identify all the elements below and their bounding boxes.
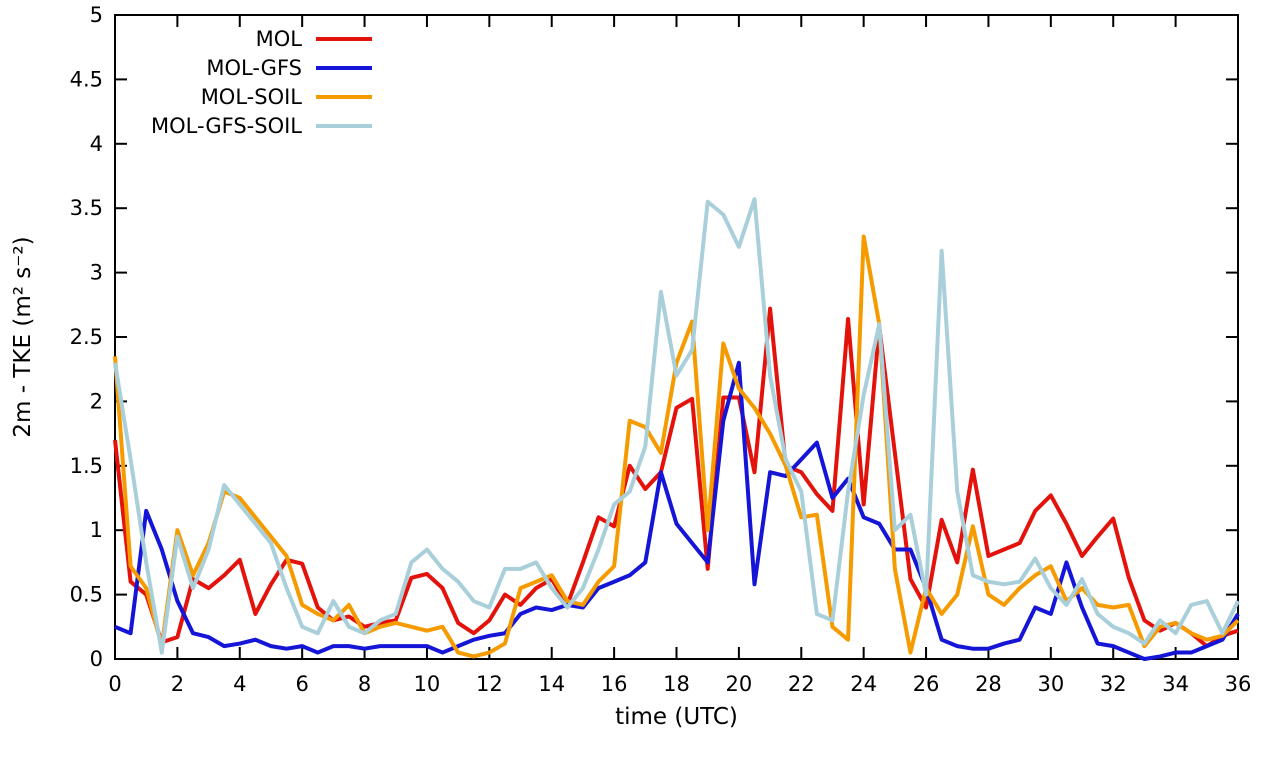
svg-text:4: 4 [90, 132, 103, 156]
legend-line-swatch-mol-soil [316, 94, 372, 99]
legend-item-mol-gfs: MOL-GFS [120, 53, 372, 82]
svg-text:6: 6 [295, 672, 308, 696]
svg-text:2: 2 [171, 672, 184, 696]
svg-text:36: 36 [1225, 672, 1252, 696]
legend-line-swatch-mol [316, 36, 372, 41]
legend-label-mol-gfs-soil: MOL-GFS-SOIL [151, 113, 302, 138]
svg-text:1.5: 1.5 [70, 454, 103, 478]
svg-text:20: 20 [726, 672, 753, 696]
legend-line-swatch-mol-gfs-soil [316, 123, 372, 128]
legend-label-mol-gfs: MOL-GFS [206, 55, 302, 80]
chart-legend: MOL MOL-GFS MOL-SOIL MOL-GFS-SOIL [120, 24, 372, 140]
svg-text:0: 0 [108, 672, 121, 696]
svg-text:time (UTC): time (UTC) [615, 704, 738, 730]
svg-text:22: 22 [788, 672, 815, 696]
svg-text:3.5: 3.5 [70, 196, 103, 220]
svg-text:4.5: 4.5 [70, 67, 103, 91]
svg-text:2.5: 2.5 [70, 325, 103, 349]
svg-text:30: 30 [1037, 672, 1064, 696]
svg-text:2: 2 [90, 389, 103, 413]
svg-text:0: 0 [90, 647, 103, 671]
svg-text:32: 32 [1100, 672, 1127, 696]
svg-text:18: 18 [663, 672, 690, 696]
legend-item-mol: MOL [120, 24, 372, 53]
svg-text:1: 1 [90, 518, 103, 542]
svg-text:10: 10 [414, 672, 441, 696]
svg-text:14: 14 [538, 672, 565, 696]
svg-text:12: 12 [476, 672, 503, 696]
legend-line-swatch-mol-gfs [316, 65, 372, 70]
svg-text:3: 3 [90, 261, 103, 285]
legend-label-mol: MOL [255, 26, 302, 51]
legend-item-mol-gfs-soil: MOL-GFS-SOIL [120, 111, 372, 140]
svg-text:34: 34 [1162, 672, 1189, 696]
svg-text:0.5: 0.5 [70, 583, 103, 607]
svg-text:4: 4 [233, 672, 246, 696]
svg-text:26: 26 [913, 672, 940, 696]
svg-text:8: 8 [358, 672, 371, 696]
legend-item-mol-soil: MOL-SOIL [120, 82, 372, 111]
legend-label-mol-soil: MOL-SOIL [200, 84, 302, 109]
svg-text:24: 24 [850, 672, 877, 696]
svg-text:5: 5 [90, 3, 103, 27]
svg-text:16: 16 [601, 672, 628, 696]
svg-text:2m - TKE (m² s⁻²): 2m - TKE (m² s⁻²) [10, 236, 36, 437]
svg-text:28: 28 [975, 672, 1002, 696]
